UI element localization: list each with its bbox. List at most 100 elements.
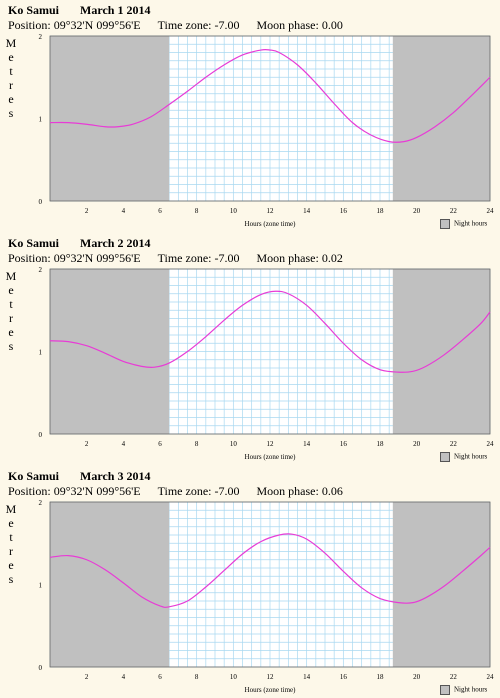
y-axis-label-letter: e <box>8 50 14 64</box>
x-tick-label: 12 <box>267 673 275 681</box>
night-hours-swatch <box>440 219 450 229</box>
x-tick-label: 10 <box>230 673 238 681</box>
x-tick-label: 8 <box>195 207 199 215</box>
timezone-caption: Time zone: <box>157 18 212 32</box>
night-hours-legend: Night hours <box>440 452 487 462</box>
tide-chart-panel-march-2: Ko Samui March 2 2014 Position: 09°32'N … <box>0 233 500 465</box>
y-axis-label-letter: M <box>5 502 17 516</box>
night-hours-band <box>50 269 170 434</box>
x-tick-label: 20 <box>413 440 421 448</box>
y-axis-label-letter: M <box>5 36 17 50</box>
x-tick-label: 22 <box>450 440 458 448</box>
x-tick-label: 8 <box>195 440 199 448</box>
y-tick-label: 1 <box>39 349 43 357</box>
night-hours-legend: Night hours <box>440 219 487 229</box>
y-axis-label-letter: r <box>9 544 13 558</box>
position-caption: Position: <box>8 251 51 265</box>
night-hours-band <box>392 502 490 667</box>
night-hours-band <box>392 269 490 434</box>
y-axis-label-letter: e <box>8 558 14 572</box>
x-tick-label: 12 <box>267 440 275 448</box>
y-axis-label-letter: t <box>9 297 13 311</box>
x-tick-label: 2 <box>85 440 89 448</box>
x-tick-label: 14 <box>303 207 311 215</box>
moonphase-value: 0.02 <box>321 251 343 265</box>
position-caption: Position: <box>8 18 51 32</box>
timezone-value: -7.00 <box>214 18 240 32</box>
y-tick-label: 0 <box>39 198 43 206</box>
y-axis-label-letter: t <box>9 530 13 544</box>
y-axis-label-letter: s <box>8 106 14 120</box>
x-tick-label: 6 <box>158 673 162 681</box>
position-value: 09°32'N 099°56'E <box>53 484 141 498</box>
moonphase-value: 0.00 <box>321 18 343 32</box>
x-tick-label: 20 <box>413 207 421 215</box>
x-tick-label: 22 <box>450 207 458 215</box>
night-hours-swatch <box>440 452 450 462</box>
plot-border <box>49 268 491 435</box>
y-axis-label-letter: t <box>9 64 13 78</box>
location-label: Ko Samui <box>8 469 60 483</box>
y-axis-label-letter: e <box>8 283 14 297</box>
x-axis-label: Hours (zone time) <box>244 686 296 694</box>
tide-chart-panel-march-3: Ko Samui March 3 2014 Position: 09°32'N … <box>0 466 500 698</box>
x-tick-label: 16 <box>340 207 348 215</box>
x-tick-label: 24 <box>487 440 495 448</box>
night-hours-swatch <box>440 685 450 695</box>
x-tick-label: 6 <box>158 207 162 215</box>
x-tick-label: 20 <box>413 673 421 681</box>
night-hours-band <box>50 502 170 667</box>
x-tick-label: 12 <box>267 207 275 215</box>
y-axis-label-letter: e <box>8 516 14 530</box>
moonphase-caption: Moon phase: <box>256 484 319 498</box>
x-tick-label: 6 <box>158 440 162 448</box>
x-tick-label: 2 <box>85 207 89 215</box>
chart-info: Position: 09°32'N 099°56'E Time zone: -7… <box>8 251 343 266</box>
x-tick-label: 24 <box>487 673 495 681</box>
timezone-caption: Time zone: <box>157 484 212 498</box>
position-value: 09°32'N 099°56'E <box>53 251 141 265</box>
night-hours-legend-label: Night hours <box>454 219 488 228</box>
chart-info: Position: 09°32'N 099°56'E Time zone: -7… <box>8 18 343 33</box>
date-label: March 2 2014 <box>80 236 151 250</box>
y-axis-label-letter: r <box>9 311 13 325</box>
y-axis-label-letter: e <box>8 325 14 339</box>
position-caption: Position: <box>8 484 51 498</box>
y-tick-label: 1 <box>39 582 43 590</box>
date-label: March 1 2014 <box>80 3 151 17</box>
night-hours-legend: Night hours <box>440 685 487 695</box>
night-hours-legend-label: Night hours <box>454 685 488 694</box>
night-hours-band <box>392 36 490 201</box>
x-axis-label: Hours (zone time) <box>244 220 296 228</box>
night-hours-legend-label: Night hours <box>454 452 488 461</box>
chart-title: Ko Samui March 3 2014 <box>8 469 150 484</box>
x-tick-label: 4 <box>122 440 126 448</box>
x-tick-label: 18 <box>377 207 385 215</box>
x-tick-label: 14 <box>303 440 311 448</box>
x-tick-label: 18 <box>377 440 385 448</box>
x-tick-label: 16 <box>340 440 348 448</box>
moonphase-caption: Moon phase: <box>256 18 319 32</box>
chart-info: Position: 09°32'N 099°56'E Time zone: -7… <box>8 484 343 499</box>
y-tick-label: 2 <box>39 499 43 507</box>
x-axis-label: Hours (zone time) <box>244 453 296 461</box>
x-tick-label: 4 <box>122 673 126 681</box>
timezone-caption: Time zone: <box>157 251 212 265</box>
x-tick-label: 16 <box>340 673 348 681</box>
tide-curve <box>49 290 491 373</box>
x-tick-label: 10 <box>230 440 238 448</box>
x-tick-label: 24 <box>487 207 495 215</box>
plot-border <box>49 501 491 668</box>
plot-border <box>49 35 491 202</box>
timezone-value: -7.00 <box>214 484 240 498</box>
x-tick-label: 4 <box>122 207 126 215</box>
tide-chart-panel-march-1: Ko Samui March 1 2014 Position: 09°32'N … <box>0 0 500 232</box>
location-label: Ko Samui <box>8 3 60 17</box>
tide-curve <box>49 533 491 608</box>
